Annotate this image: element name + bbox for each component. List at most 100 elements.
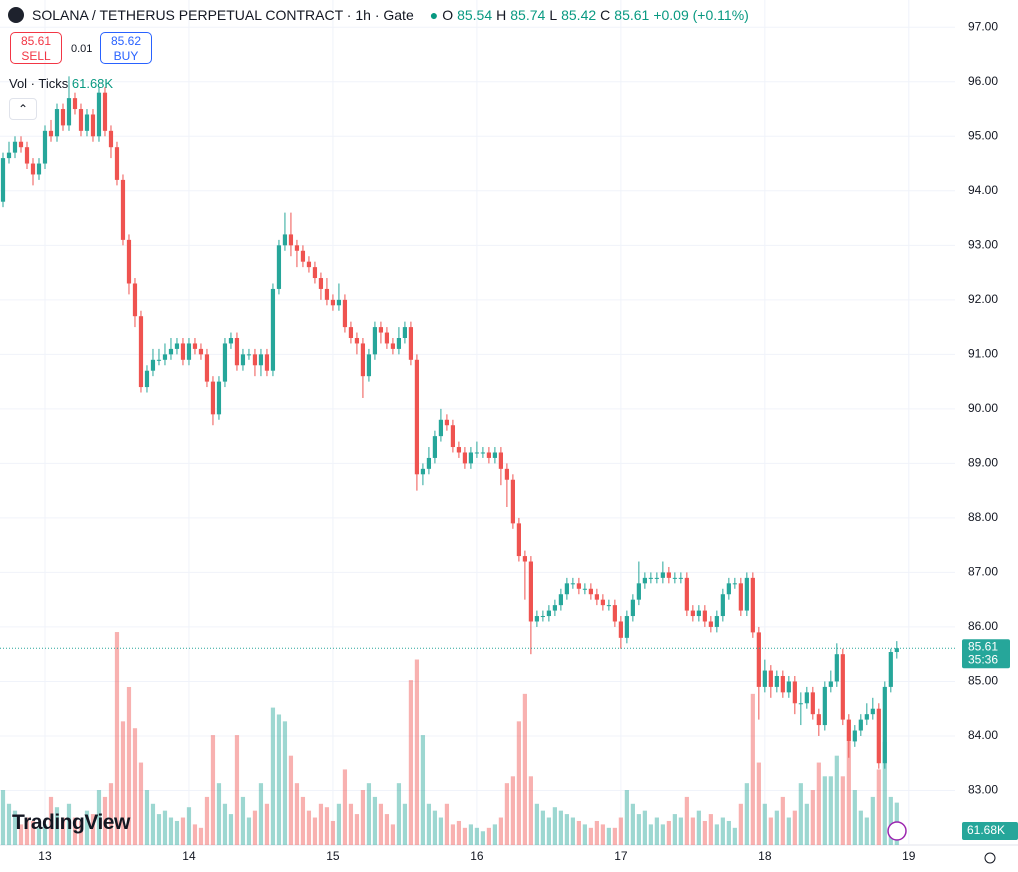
candle-body xyxy=(270,288,276,371)
candle-body xyxy=(558,594,563,606)
volume-bar xyxy=(750,693,755,845)
candle-body xyxy=(300,250,306,262)
y-tick-label: 97.00 xyxy=(968,19,998,33)
candle-body xyxy=(30,163,36,175)
volume-bar xyxy=(702,820,707,845)
candle-body xyxy=(570,583,575,585)
volume-bar xyxy=(588,827,593,845)
x-tick-label: 14 xyxy=(182,849,196,863)
candle-body xyxy=(228,338,234,344)
candle-body xyxy=(186,343,192,360)
volume-legend-value: 61.68K xyxy=(71,76,114,91)
volume-bar xyxy=(258,783,264,845)
y-tick-label: 88.00 xyxy=(968,510,998,524)
ohlc-value: 85.61 xyxy=(614,7,650,23)
volume-bar xyxy=(684,796,689,845)
volume-bar xyxy=(438,817,444,845)
volume-bar xyxy=(30,820,36,845)
header: SOLANA / TETHERUS PERPETUAL CONTRACT · 1… xyxy=(8,7,749,23)
volume-bar xyxy=(822,776,827,845)
volume-bar xyxy=(348,803,354,845)
candle-body xyxy=(564,583,569,595)
volume-bar xyxy=(648,824,653,845)
volume-bar xyxy=(594,820,599,845)
candle-body xyxy=(156,359,162,361)
y-tick-label: 93.00 xyxy=(968,237,998,251)
candle-body xyxy=(132,283,138,317)
candle-body xyxy=(528,561,533,622)
candle-body xyxy=(708,621,713,627)
x-tick-label: 17 xyxy=(614,849,628,863)
logo: TradingView xyxy=(12,811,130,835)
candle-body xyxy=(846,719,851,742)
y-tick-label: 87.00 xyxy=(968,565,998,579)
volume-bar xyxy=(756,762,761,845)
volume-bar xyxy=(540,810,545,845)
candle-body xyxy=(690,610,695,617)
candle-body xyxy=(150,359,156,371)
volume-bar xyxy=(474,827,479,845)
volume-bar xyxy=(120,721,126,845)
volume-bar xyxy=(228,814,234,845)
volume-bar xyxy=(552,807,557,845)
volume-bar xyxy=(858,810,863,845)
y-tick-label: 92.00 xyxy=(968,292,998,306)
change: +0.09 (+0.11%) xyxy=(653,7,749,23)
candle-body xyxy=(96,92,102,137)
volume-bar xyxy=(276,714,282,845)
volume-bar xyxy=(168,817,174,845)
candle-body xyxy=(162,354,168,360)
ohlc-label: O xyxy=(442,7,454,23)
last-price-label: 85.61 xyxy=(968,639,998,653)
volume-bar xyxy=(84,810,90,845)
buy-price: 85.62 xyxy=(110,34,142,48)
candle-body xyxy=(138,316,144,388)
candle-body xyxy=(54,109,60,137)
volume-bar xyxy=(150,803,156,845)
candle-body xyxy=(294,245,300,251)
candle-body xyxy=(780,676,785,693)
volume-bar xyxy=(690,817,695,845)
candle-body xyxy=(612,605,617,622)
y-tick-label: 83.00 xyxy=(968,783,998,797)
volume-value-label: 61.68K xyxy=(967,823,1005,837)
volume-bar xyxy=(198,827,204,845)
y-tick-label: 96.00 xyxy=(968,74,998,88)
candle-body xyxy=(468,452,474,464)
candle-body xyxy=(0,158,6,202)
candle-body xyxy=(522,556,527,562)
volume-bar xyxy=(378,803,384,845)
candle-body xyxy=(696,610,701,617)
candle-body xyxy=(504,468,509,480)
volume-bar xyxy=(240,796,246,845)
candle-body xyxy=(60,109,66,126)
buy-button[interactable]: 85.62 BUY xyxy=(100,32,152,64)
candle-body xyxy=(720,594,725,617)
volume-bar xyxy=(426,803,432,845)
candle-body xyxy=(144,370,150,388)
volume-bar xyxy=(282,721,288,845)
candle-body xyxy=(276,245,282,289)
volume-bar xyxy=(294,783,300,845)
candle-body xyxy=(534,616,539,622)
candle-body xyxy=(732,583,737,585)
candle-body xyxy=(366,354,372,377)
volume-bar xyxy=(516,721,521,845)
volume-bar xyxy=(420,735,426,845)
volume-bar xyxy=(600,824,605,845)
candle-body xyxy=(726,583,731,595)
volume-bar xyxy=(306,810,312,845)
volume-bar xyxy=(576,820,581,845)
candle-body xyxy=(42,130,48,164)
collapse-button[interactable]: ⌃ xyxy=(9,98,37,120)
candle-body xyxy=(660,572,665,578)
candle-body xyxy=(888,652,893,687)
volume-bar xyxy=(792,810,797,845)
volume-bar xyxy=(708,814,713,845)
candle-body xyxy=(498,452,503,469)
y-tick-label: 84.00 xyxy=(968,728,998,742)
sell-button[interactable]: 85.61 SELL xyxy=(10,32,62,64)
volume-bar xyxy=(66,803,72,845)
candle-body xyxy=(876,708,881,764)
volume-bar xyxy=(342,769,348,845)
